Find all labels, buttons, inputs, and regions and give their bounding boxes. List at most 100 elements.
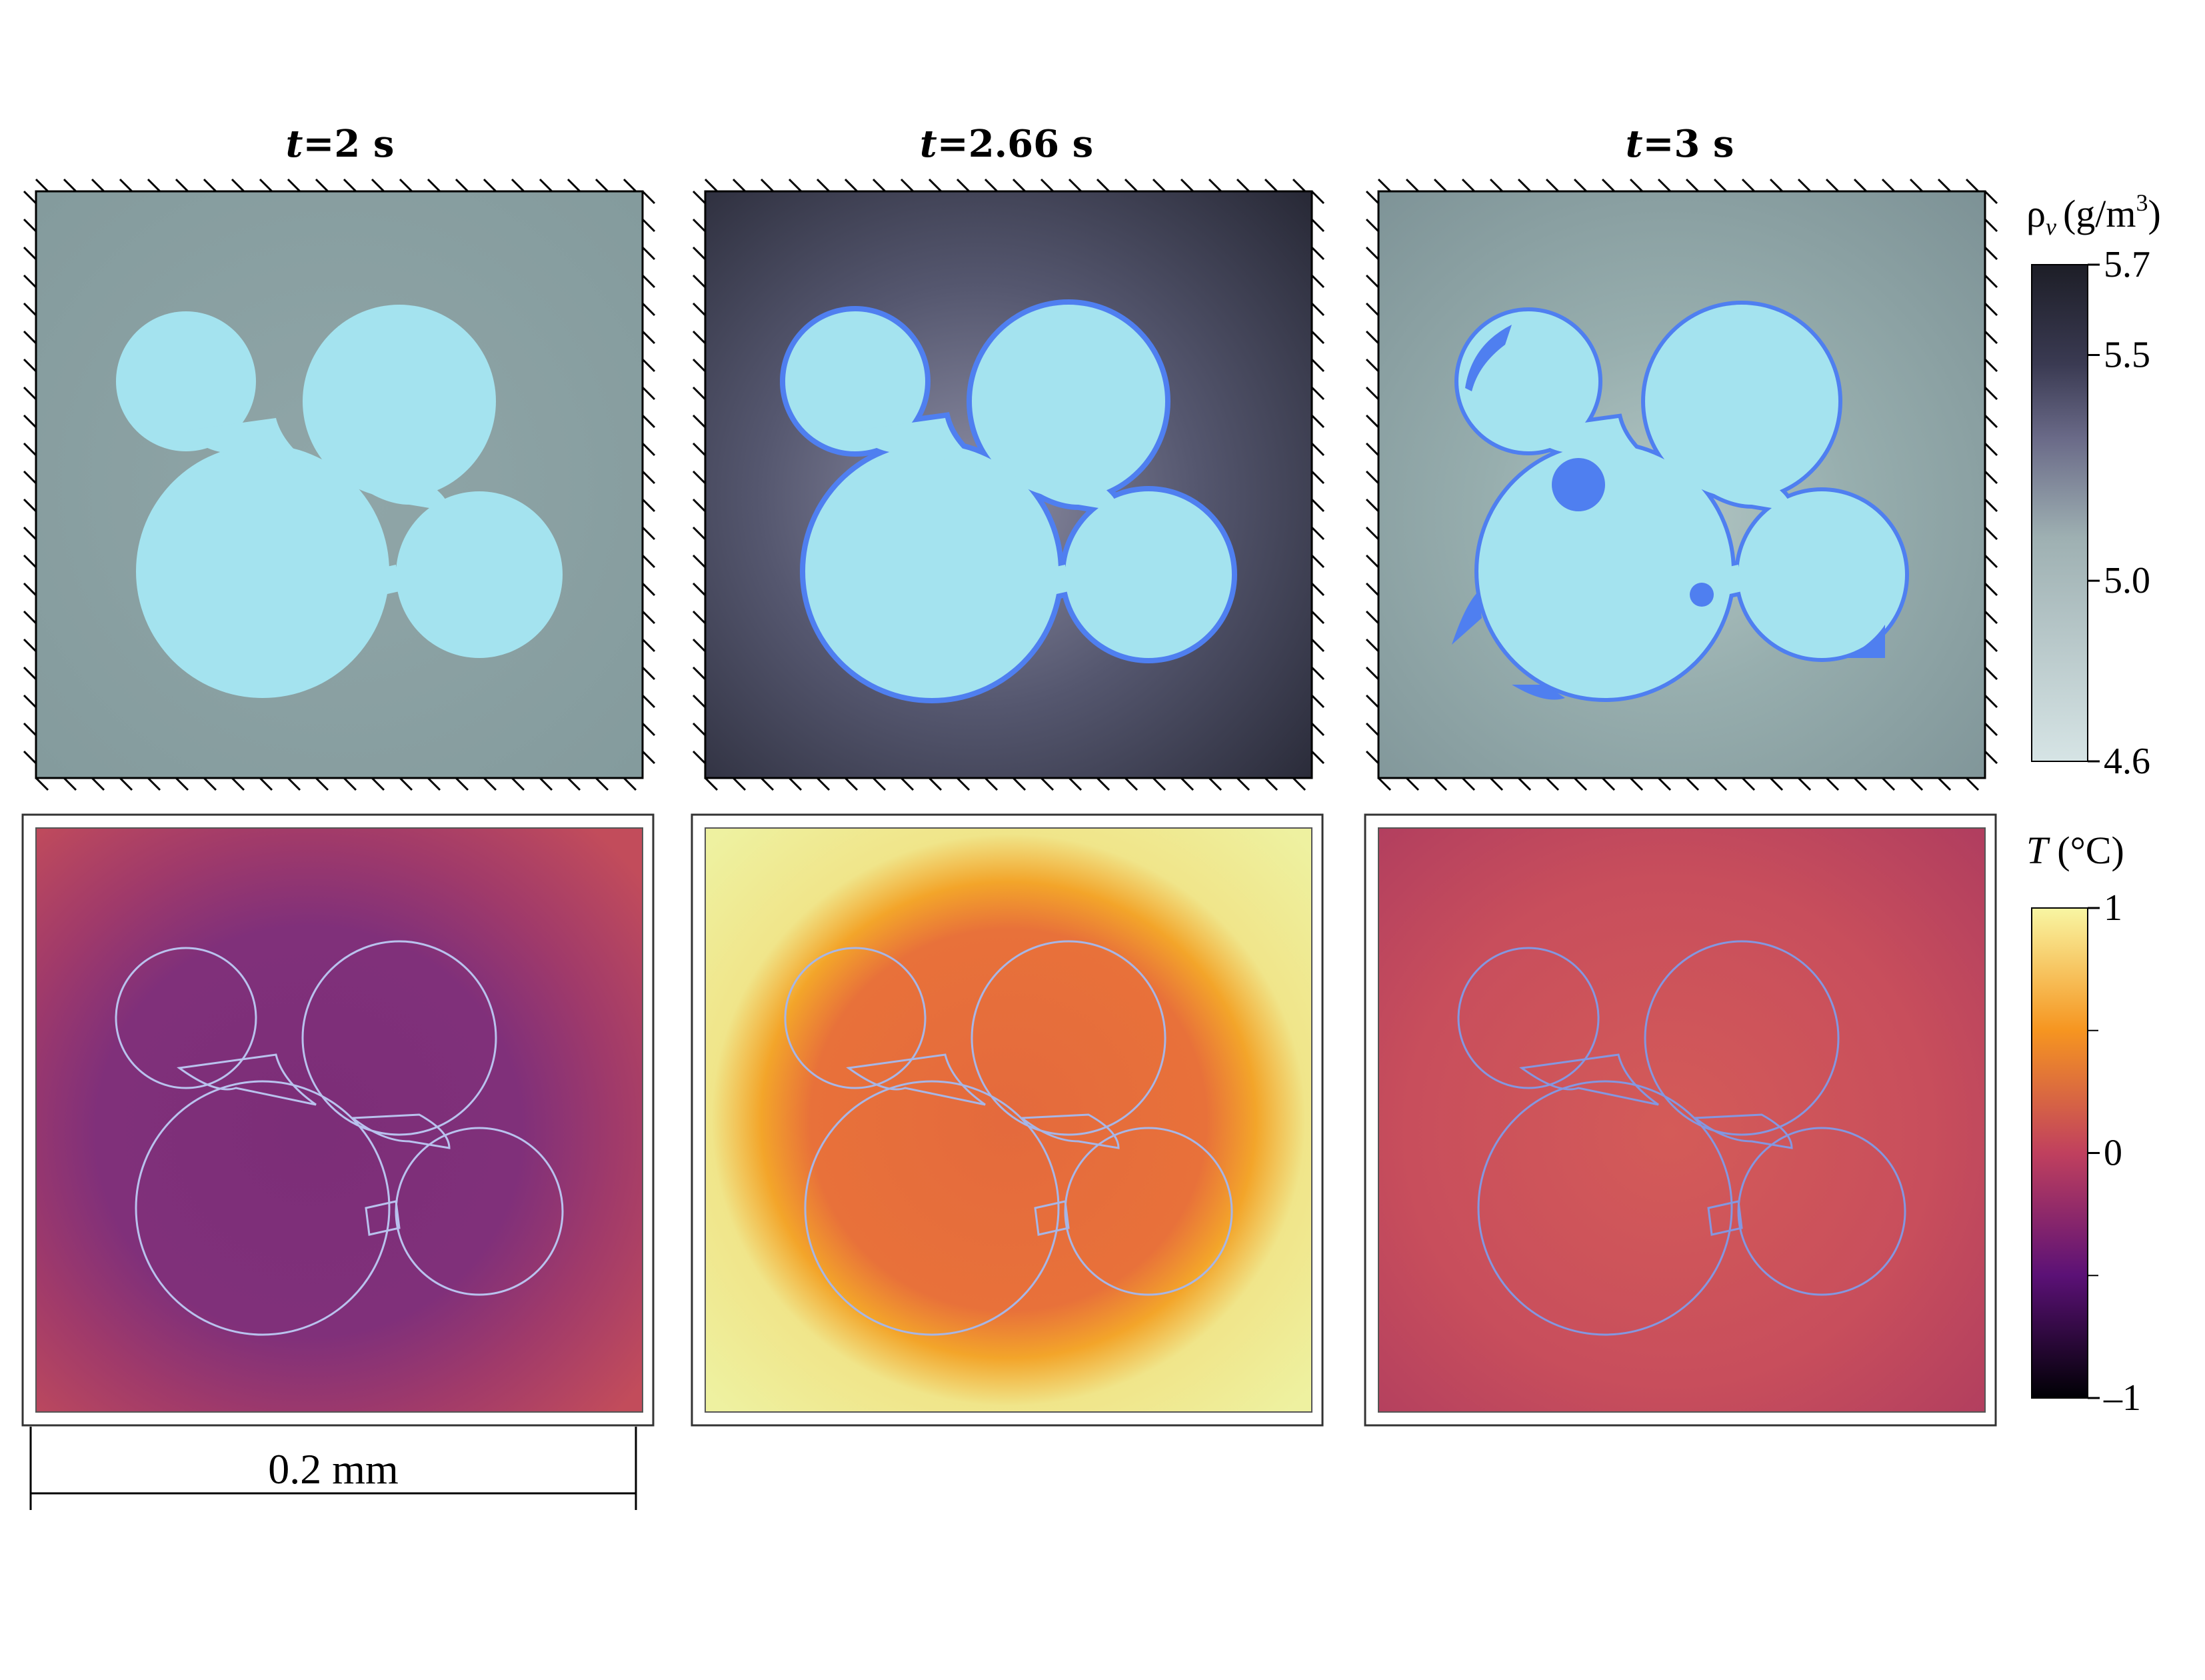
hatch-mark xyxy=(1601,777,1616,791)
hatch-mark xyxy=(900,178,915,193)
hatch-mark xyxy=(259,777,273,791)
hatch-mark xyxy=(427,777,441,791)
hatch-mark xyxy=(1236,178,1250,193)
hatch-mark xyxy=(1310,638,1325,653)
hatch-mark xyxy=(1984,330,1998,345)
hatch-mark xyxy=(23,638,37,653)
scale-bar: 0.2 mm xyxy=(29,1427,637,1510)
panel-frame xyxy=(35,827,643,1413)
hatch-mark xyxy=(1310,582,1325,597)
boundary-hatching xyxy=(23,178,1998,791)
density-panel-1 xyxy=(35,190,644,779)
hatch-mark xyxy=(1517,777,1532,791)
hatch-mark xyxy=(692,358,707,373)
hatch-mark xyxy=(1881,777,1896,791)
hatch-mark xyxy=(1365,218,1380,233)
hatch-mark xyxy=(1881,178,1896,193)
hatch-mark xyxy=(641,190,656,205)
panel-titles: t=2 s t=2.66 s t=3 s xyxy=(286,122,1734,166)
hatch-mark xyxy=(872,178,887,193)
hatch-mark xyxy=(483,777,497,791)
hatch-mark xyxy=(1489,178,1504,193)
hatch-mark xyxy=(1310,414,1325,429)
hatch-mark xyxy=(1310,274,1325,289)
colorbar-temperature: T (°C) 1 0 –1 xyxy=(2026,829,2141,1419)
hatch-mark xyxy=(1365,498,1380,513)
hatch-mark xyxy=(1984,666,1998,681)
hatch-mark xyxy=(623,178,637,193)
hatch-mark xyxy=(1713,777,1728,791)
hatch-mark xyxy=(928,777,943,791)
hatch-mark xyxy=(203,178,217,193)
hatch-mark xyxy=(23,274,37,289)
hatch-mark xyxy=(1012,178,1027,193)
hatch-mark xyxy=(1984,274,1998,289)
hatch-mark xyxy=(692,218,707,233)
hatch-mark xyxy=(371,178,385,193)
hatch-mark xyxy=(287,777,301,791)
hatch-mark xyxy=(692,386,707,401)
hatch-mark xyxy=(1657,178,1672,193)
hatch-mark xyxy=(1629,777,1644,791)
hatch-mark xyxy=(315,777,329,791)
hatch-mark xyxy=(1984,246,1998,261)
hatch-mark xyxy=(641,414,656,429)
hatch-mark xyxy=(259,178,273,193)
hatch-mark xyxy=(1937,777,1952,791)
hatch-mark xyxy=(641,330,656,345)
hatch-mark xyxy=(1545,178,1560,193)
hatch-mark xyxy=(1152,178,1166,193)
colorbar-density-tick-label: 5.7 xyxy=(2104,244,2150,285)
colorbar-density: ρv (g/m3) 5.7 5.5 5.0 4.6 xyxy=(2026,189,2161,782)
panel-frame xyxy=(1377,190,1986,779)
hatch-mark xyxy=(1310,666,1325,681)
panel-frame xyxy=(704,190,1313,779)
hatch-mark xyxy=(1965,178,1980,193)
hatch-mark xyxy=(1310,554,1325,569)
hatch-mark xyxy=(23,554,37,569)
hatch-mark xyxy=(1984,386,1998,401)
colorbar-density-gradient xyxy=(2031,264,2088,762)
hatch-mark xyxy=(1433,777,1448,791)
hatch-mark xyxy=(1040,777,1055,791)
hatch-mark xyxy=(1365,722,1380,737)
temperature-background xyxy=(1378,828,1985,1412)
hatch-mark xyxy=(455,178,469,193)
hatch-mark xyxy=(231,777,245,791)
hatch-mark xyxy=(641,302,656,317)
hatch-mark xyxy=(641,358,656,373)
hatch-mark xyxy=(641,610,656,625)
hatch-mark xyxy=(315,178,329,193)
title-panel-1: t=2 s xyxy=(286,122,395,166)
hatch-mark xyxy=(1365,274,1380,289)
hatch-mark xyxy=(1984,638,1998,653)
hatch-mark xyxy=(23,190,37,205)
hatch-mark xyxy=(641,274,656,289)
hatch-mark xyxy=(692,274,707,289)
hatch-mark xyxy=(1741,777,1756,791)
hatch-mark xyxy=(91,777,105,791)
hatch-mark xyxy=(1365,470,1380,485)
colorbar-density-tick-label: 4.6 xyxy=(2104,741,2150,782)
hatch-mark xyxy=(1180,178,1194,193)
hatch-mark xyxy=(844,178,859,193)
hatch-mark xyxy=(1741,178,1756,193)
hatch-mark xyxy=(692,750,707,765)
hatch-mark xyxy=(1984,750,1998,765)
hatch-mark xyxy=(1208,178,1222,193)
hatch-mark xyxy=(23,582,37,597)
ice-deposits xyxy=(1452,325,1885,700)
hatch-mark xyxy=(23,386,37,401)
colorbar-temperature-label: T (°C) xyxy=(2026,829,2124,872)
hatch-mark xyxy=(1405,777,1420,791)
hatch-mark xyxy=(1310,694,1325,709)
hatch-mark xyxy=(1068,178,1083,193)
hatch-mark xyxy=(1180,777,1194,791)
hatch-mark xyxy=(23,666,37,681)
hatch-mark xyxy=(641,638,656,653)
hatch-mark xyxy=(1433,178,1448,193)
panel-frame xyxy=(1378,827,1986,1413)
hatch-mark xyxy=(1310,386,1325,401)
hatch-mark xyxy=(1365,666,1380,681)
